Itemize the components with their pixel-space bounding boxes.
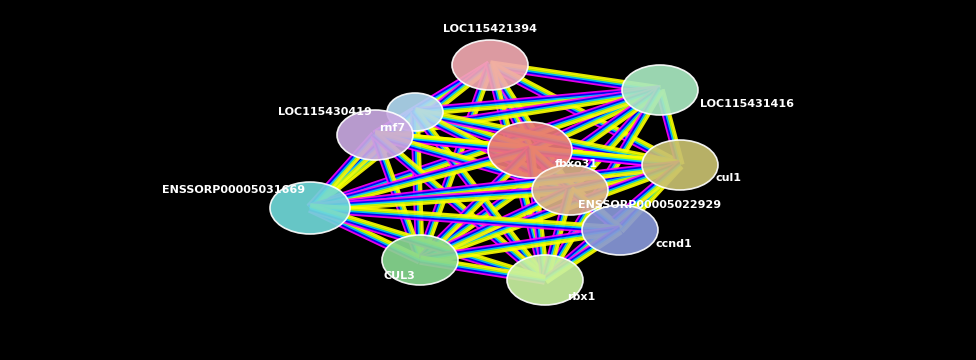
Ellipse shape xyxy=(387,93,443,131)
Text: fbxo31: fbxo31 xyxy=(555,159,598,169)
Ellipse shape xyxy=(270,182,350,234)
Ellipse shape xyxy=(382,235,458,285)
Text: rbx1: rbx1 xyxy=(567,292,595,302)
Text: rnf7: rnf7 xyxy=(379,123,405,133)
Ellipse shape xyxy=(582,205,658,255)
Text: CUL3: CUL3 xyxy=(384,271,415,281)
Ellipse shape xyxy=(507,255,583,305)
Ellipse shape xyxy=(452,40,528,90)
Ellipse shape xyxy=(532,165,608,215)
Text: LOC115421394: LOC115421394 xyxy=(443,24,537,34)
Text: ccnd1: ccnd1 xyxy=(655,239,692,249)
Ellipse shape xyxy=(642,140,718,190)
Text: LOC115431416: LOC115431416 xyxy=(700,99,794,109)
Text: ENSSORP00005022929: ENSSORP00005022929 xyxy=(578,200,721,210)
Text: cul1: cul1 xyxy=(715,173,741,183)
Text: LOC115430419: LOC115430419 xyxy=(278,107,372,117)
Ellipse shape xyxy=(337,110,413,160)
Text: ENSSORP00005031669: ENSSORP00005031669 xyxy=(162,185,305,195)
Ellipse shape xyxy=(622,65,698,115)
Ellipse shape xyxy=(488,122,572,178)
